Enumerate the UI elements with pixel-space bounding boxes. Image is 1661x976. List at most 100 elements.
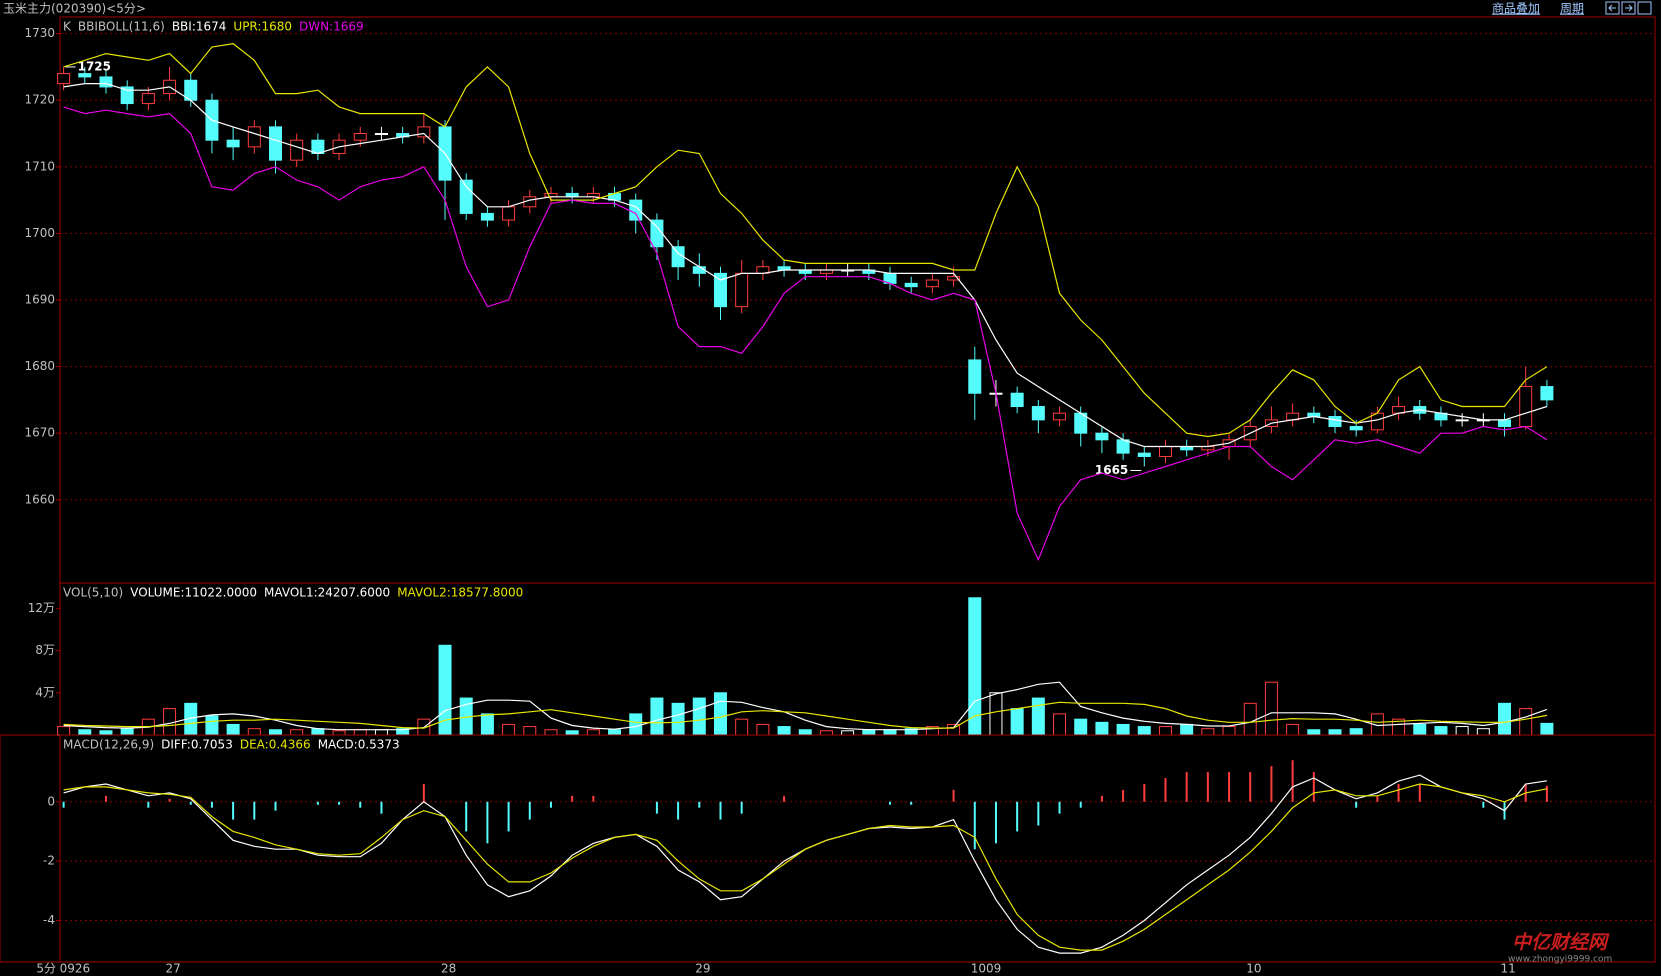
volume-bar	[1010, 708, 1024, 736]
candle-body	[1158, 445, 1172, 457]
top-bar	[0, 0, 1661, 17]
next-icon	[1625, 4, 1633, 12]
watermark-title: 中亿财经网	[1512, 932, 1610, 954]
annotation: 1725	[78, 59, 111, 73]
candle-body	[1540, 386, 1554, 401]
volume-bar	[883, 729, 897, 736]
candle-body	[226, 139, 240, 148]
volume-bar	[1137, 726, 1151, 736]
volume-bar	[629, 713, 643, 736]
volume-bar	[989, 692, 1003, 736]
volume-bar	[1180, 723, 1194, 736]
candle-body	[1010, 392, 1024, 408]
volume-bar	[1243, 702, 1257, 736]
volume-bar	[1222, 726, 1236, 736]
y-tick-label: 1730	[24, 26, 55, 40]
candle-body	[947, 276, 961, 281]
volume-bar	[226, 723, 240, 736]
x-tick-label: 0926	[60, 962, 91, 976]
volume-bar	[311, 728, 325, 736]
candle-body	[1116, 439, 1130, 454]
volume-bar	[99, 730, 113, 736]
indicator-label: UPR:1680	[233, 20, 292, 34]
volume-bar	[1158, 726, 1172, 736]
volume-bar	[1455, 726, 1469, 736]
volume-bar	[332, 730, 346, 736]
x-tick-label: 28	[441, 962, 456, 976]
candle-body	[735, 272, 749, 308]
annotation: 1665	[1095, 463, 1128, 477]
candle-body	[311, 139, 325, 155]
candle-body	[247, 126, 261, 148]
volume-bar	[1476, 728, 1490, 736]
x-tick-label: 29	[695, 962, 710, 976]
candle-body	[459, 179, 473, 214]
indicator-line	[63, 681, 1548, 731]
prev-button[interactable]	[1605, 1, 1620, 15]
candle-body	[1031, 406, 1045, 421]
x-tick-label: 11	[1501, 962, 1516, 976]
volume-bar	[78, 729, 92, 736]
y-tick-label: 4万	[35, 685, 55, 699]
volume-bar	[1349, 728, 1363, 736]
volume-bar	[1307, 729, 1321, 736]
volume-bar	[713, 692, 727, 736]
indicator-label: MACD:0.5373	[318, 738, 400, 752]
candle-body	[1328, 416, 1342, 428]
volume-bar	[57, 726, 71, 736]
candle-body	[904, 282, 918, 288]
candle-body	[141, 93, 155, 105]
candle-body	[650, 219, 664, 248]
volume-bar	[841, 730, 855, 736]
prev-icon	[1608, 4, 1616, 12]
volume-bar	[1519, 708, 1533, 736]
y-tick-label: 1710	[24, 159, 55, 173]
indicator-line	[63, 783, 1548, 951]
volume-bar	[120, 728, 134, 736]
volume-bar	[544, 729, 558, 736]
volume-bar	[586, 729, 600, 736]
indicator-line	[63, 701, 1548, 729]
volume-bar	[862, 729, 876, 736]
candle-body	[1519, 386, 1533, 428]
volume-bar	[523, 726, 537, 736]
y-tick-label: 1660	[24, 492, 55, 506]
candle-body	[99, 76, 113, 88]
y-tick-label: 1700	[24, 226, 55, 240]
volume-bar	[692, 697, 706, 736]
window-button[interactable]	[1637, 1, 1652, 15]
candle-body	[57, 73, 71, 85]
volume-bar	[1286, 723, 1300, 736]
volume-bar	[1498, 702, 1512, 736]
next-button[interactable]	[1621, 1, 1636, 15]
volume-bar	[756, 723, 770, 736]
volume-bar	[671, 702, 685, 736]
volume-bar	[565, 730, 579, 736]
volume-bar	[290, 729, 304, 736]
candle-body	[374, 133, 388, 136]
candle-body	[713, 272, 727, 308]
volume-bar	[1031, 697, 1045, 736]
volume-bar	[1074, 718, 1088, 736]
volume-bar	[1328, 729, 1342, 736]
candle-body	[480, 212, 494, 221]
candle-body	[1498, 419, 1512, 428]
indicator-label: DIFF:0.7053	[161, 738, 233, 752]
candle-body	[1095, 432, 1109, 441]
y-tick-label: 1680	[24, 359, 55, 373]
indicator-label: VOLUME:11022.0000	[130, 586, 257, 600]
volume-bar	[374, 729, 388, 736]
volume-bar	[1540, 722, 1554, 736]
volume-bar	[205, 715, 219, 736]
y-tick-label: -4	[43, 913, 55, 927]
volume-bar	[480, 713, 494, 736]
period-link[interactable]: 周期	[1560, 2, 1584, 16]
indicator-line	[63, 83, 1548, 448]
volume-bar	[777, 726, 791, 736]
candle-body	[353, 133, 367, 141]
volume-bar	[1201, 728, 1215, 736]
overlay-link[interactable]: 商品叠加	[1492, 1, 1540, 16]
candle-body	[925, 279, 939, 288]
